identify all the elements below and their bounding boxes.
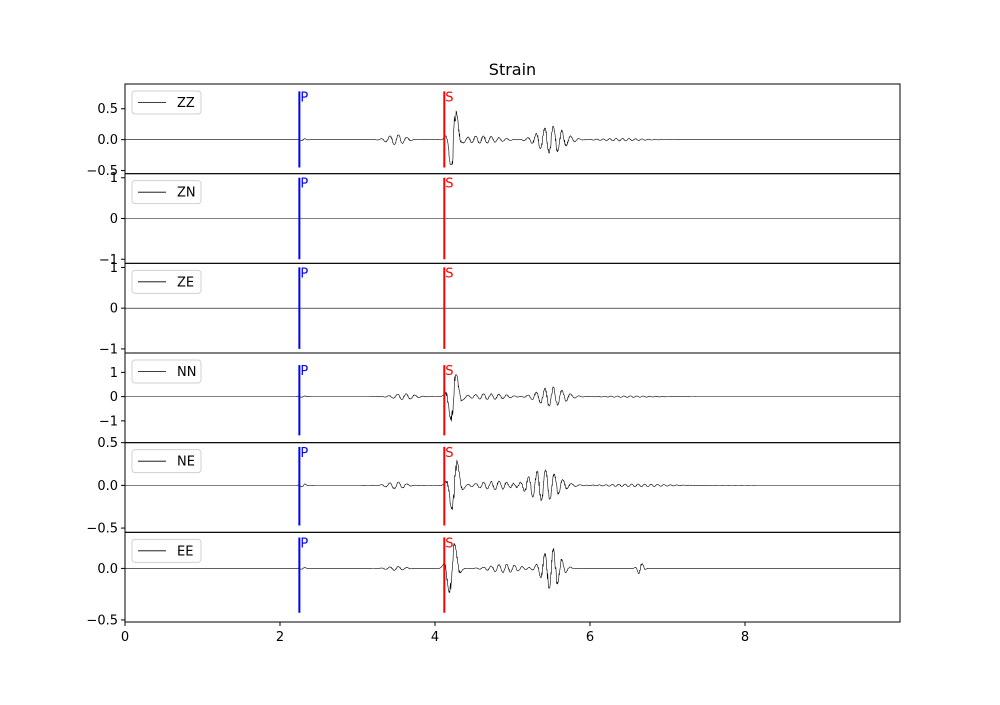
y-tick-label: −0.5	[86, 613, 118, 628]
y-tick-label: 0.0	[97, 133, 118, 148]
y-tick-label: 0.0	[97, 479, 118, 494]
y-tick-label: 1	[110, 366, 118, 381]
legend-box	[131, 359, 202, 384]
y-tick-label: 0.0	[97, 562, 118, 577]
x-tick-label: 8	[741, 630, 749, 645]
axes-frame	[124, 442, 901, 533]
y-tick-label: −0.5	[86, 164, 118, 179]
x-tick-label: 6	[586, 630, 594, 645]
axes-frame	[124, 352, 901, 444]
legend-ze: ZE	[131, 269, 202, 294]
axes-frame	[124, 531, 901, 623]
y-tick-label: 1	[110, 171, 118, 186]
y-tick-label: 0.5	[97, 102, 118, 117]
trace-ne	[125, 459, 900, 510]
pick-label-s: S	[445, 90, 453, 105]
pick-label-s: S	[445, 266, 453, 281]
panel-ze: P S −1 0 1 ZE	[99, 261, 901, 357]
legend-box	[131, 180, 202, 205]
legend-ee: EE	[131, 538, 202, 563]
legend-label: NE	[177, 455, 195, 470]
pick-label-s: S	[445, 446, 453, 461]
panel-ne: P S −0.5 0.0 0.5 NE	[86, 436, 901, 537]
legend-ne: NE	[131, 449, 202, 474]
legend-label: ZN	[177, 186, 196, 201]
pick-label-s: S	[445, 177, 453, 192]
y-tick-label: −0.5	[86, 522, 118, 537]
legend-box	[131, 269, 202, 294]
axes-frame	[124, 83, 901, 175]
legend-label: ZE	[177, 275, 194, 290]
chart-title: Strain	[489, 60, 536, 79]
legend-box	[131, 449, 202, 474]
x-tick-label: 0	[121, 630, 129, 645]
pick-label-s: S	[445, 364, 453, 379]
panel-zz: P S −0.5 0.0 0.5 ZZ	[86, 83, 901, 179]
legend-zz: ZZ	[131, 90, 202, 115]
pick-label-p: P	[300, 90, 308, 105]
legend-nn: NN	[131, 359, 202, 384]
panel-ee: P S −0.5 0.0 EE 0 2 4 6 8	[86, 531, 901, 645]
pick-label-p: P	[300, 536, 308, 551]
legend-label: NN	[177, 365, 196, 380]
y-tick-label: 0	[110, 302, 118, 317]
y-tick-label: 1	[110, 261, 118, 276]
legend-box	[131, 538, 202, 563]
x-tick-label: 2	[276, 630, 284, 645]
pick-label-p: P	[300, 446, 308, 461]
panel-zn: P S −1 0 1 ZN	[99, 171, 901, 268]
x-tick-label: 4	[431, 630, 439, 645]
panel-nn: P S −1 0 1 NN	[99, 352, 901, 444]
trace-nn	[125, 374, 900, 422]
legend-zn: ZN	[131, 180, 202, 205]
y-tick-label: 0	[110, 390, 118, 405]
trace-ee	[125, 543, 900, 593]
pick-label-p: P	[300, 177, 308, 192]
legend-box	[131, 90, 202, 115]
trace-zz	[125, 110, 900, 165]
pick-label-p: P	[300, 364, 308, 379]
pick-label-s: S	[445, 536, 453, 551]
y-tick-label: −1	[99, 253, 118, 268]
y-tick-label: −1	[99, 342, 118, 357]
y-tick-label: 0	[110, 212, 118, 227]
y-tick-label: 0.5	[97, 436, 118, 451]
y-tick-label: −1	[99, 414, 118, 429]
legend-label: ZZ	[177, 96, 195, 111]
pick-label-p: P	[300, 266, 308, 281]
legend-label: EE	[177, 544, 193, 559]
